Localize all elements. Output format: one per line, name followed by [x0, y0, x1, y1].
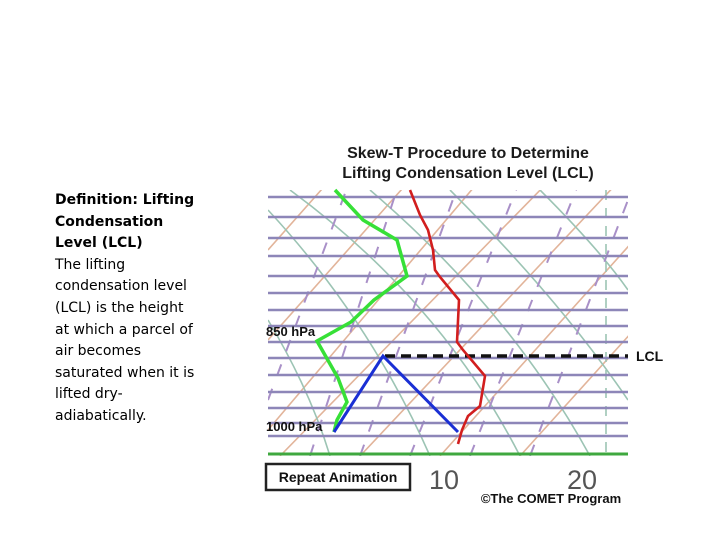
background-lines — [268, 190, 628, 456]
definition-body: The lifting condensation level (LCL) is … — [55, 256, 195, 424]
tick-label-10: 10 — [429, 465, 459, 495]
definition-heading: Definition: Lifting Condensation Level (… — [55, 192, 195, 252]
diagram-title-line2: Lifting Condensation Level (LCL) — [342, 165, 594, 182]
parcel-path — [332, 353, 460, 434]
temperature-profile — [408, 189, 487, 445]
label-1000-hpa: 1000 hPa — [266, 419, 323, 434]
label-lcl: LCL — [636, 348, 664, 364]
repeat-animation-label: Repeat Animation — [279, 469, 398, 485]
skew-t-diagram: Skew-T Procedure to Determine Lifting Co… — [264, 145, 664, 506]
comet-credit: ©The COMET Program — [481, 491, 621, 506]
repeat-animation-button[interactable]: Repeat Animation — [264, 462, 412, 492]
tick-label-20: 20 — [567, 465, 597, 495]
definition-text: Definition: Lifting Condensation Level (… — [55, 190, 195, 428]
isobars — [268, 195, 628, 438]
mixing-ratio-lines — [268, 190, 628, 456]
diagram-title-line1: Skew-T Procedure to Determine — [347, 145, 589, 162]
label-850-hpa: 850 hPa — [266, 324, 316, 339]
dewpoint-profile — [314, 188, 410, 433]
